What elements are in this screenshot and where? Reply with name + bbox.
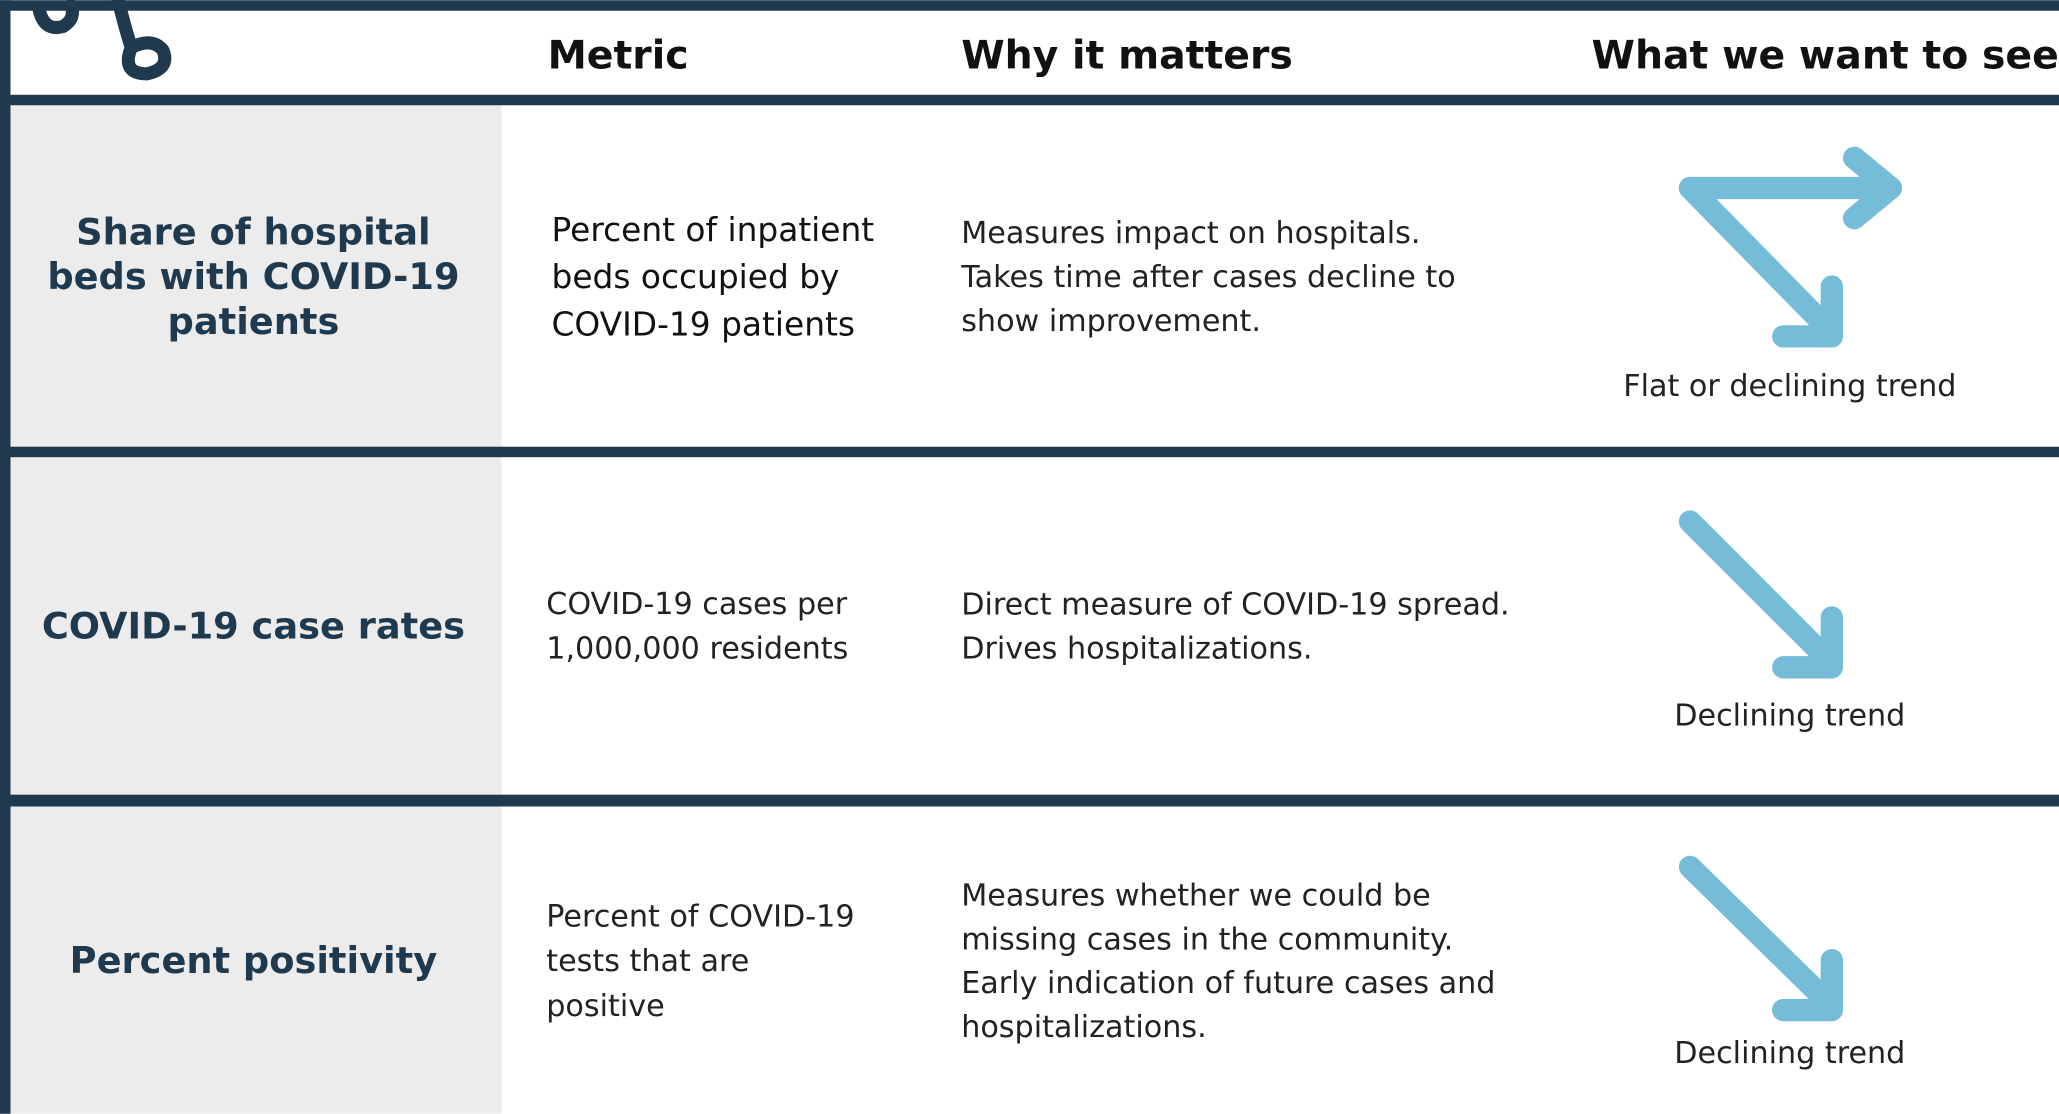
label-cell (10, 457, 502, 795)
row-divider (0, 94, 2059, 106)
why-text: Measures whether we could be (961, 878, 1430, 913)
top-border (0, 0, 2059, 11)
want-text: Flat or declining trend (1623, 369, 1956, 404)
metric-text: Percent of inpatient (552, 211, 875, 249)
why-text: Direct measure of COVID-19 spread. (961, 587, 1509, 622)
row-label: patients (168, 300, 340, 343)
metric-text: tests that are (546, 944, 749, 979)
metric-text: positive (546, 989, 664, 1024)
header-why: Why it matters (961, 33, 1293, 79)
row-divider (0, 446, 2059, 458)
metric-text: Percent of COVID-19 (546, 900, 854, 935)
why-text: Early indication of future cases and (961, 966, 1495, 1001)
want-text: Declining trend (1674, 1036, 1905, 1071)
logo (32, 0, 172, 81)
metric-text: COVID-19 patients (552, 305, 855, 343)
metric-text: COVID-19 cases per (546, 587, 847, 622)
want-text: Declining trend (1674, 699, 1905, 734)
row-divider (0, 794, 2059, 807)
metric-text: beds occupied by (552, 258, 840, 296)
row-label: beds with COVID-19 (47, 255, 459, 298)
why-text: show improvement. (961, 304, 1261, 339)
arrow-declining (1678, 510, 1843, 679)
why-text: missing cases in the community. (961, 922, 1453, 957)
header-want: What we want to see (1592, 33, 2059, 79)
row-label: Share of hospital (76, 210, 430, 253)
why-text: Takes time after cases decline to (960, 260, 1455, 295)
arrow-declining (1678, 855, 1843, 1022)
why-text: Measures impact on hospitals. (961, 216, 1420, 251)
left-border (0, 0, 11, 1114)
metric-text: 1,000,000 residents (546, 632, 848, 667)
row-label: COVID-19 case rates (42, 604, 465, 647)
arrow-flat-or-declining (1678, 146, 1903, 348)
row-label: Percent positivity (70, 939, 438, 982)
header-metric: Metric (548, 33, 689, 79)
label-cell (10, 806, 502, 1114)
label-cell (10, 105, 502, 447)
why-text: hospitalizations. (961, 1010, 1206, 1045)
why-text: Drives hospitalizations. (961, 631, 1312, 666)
